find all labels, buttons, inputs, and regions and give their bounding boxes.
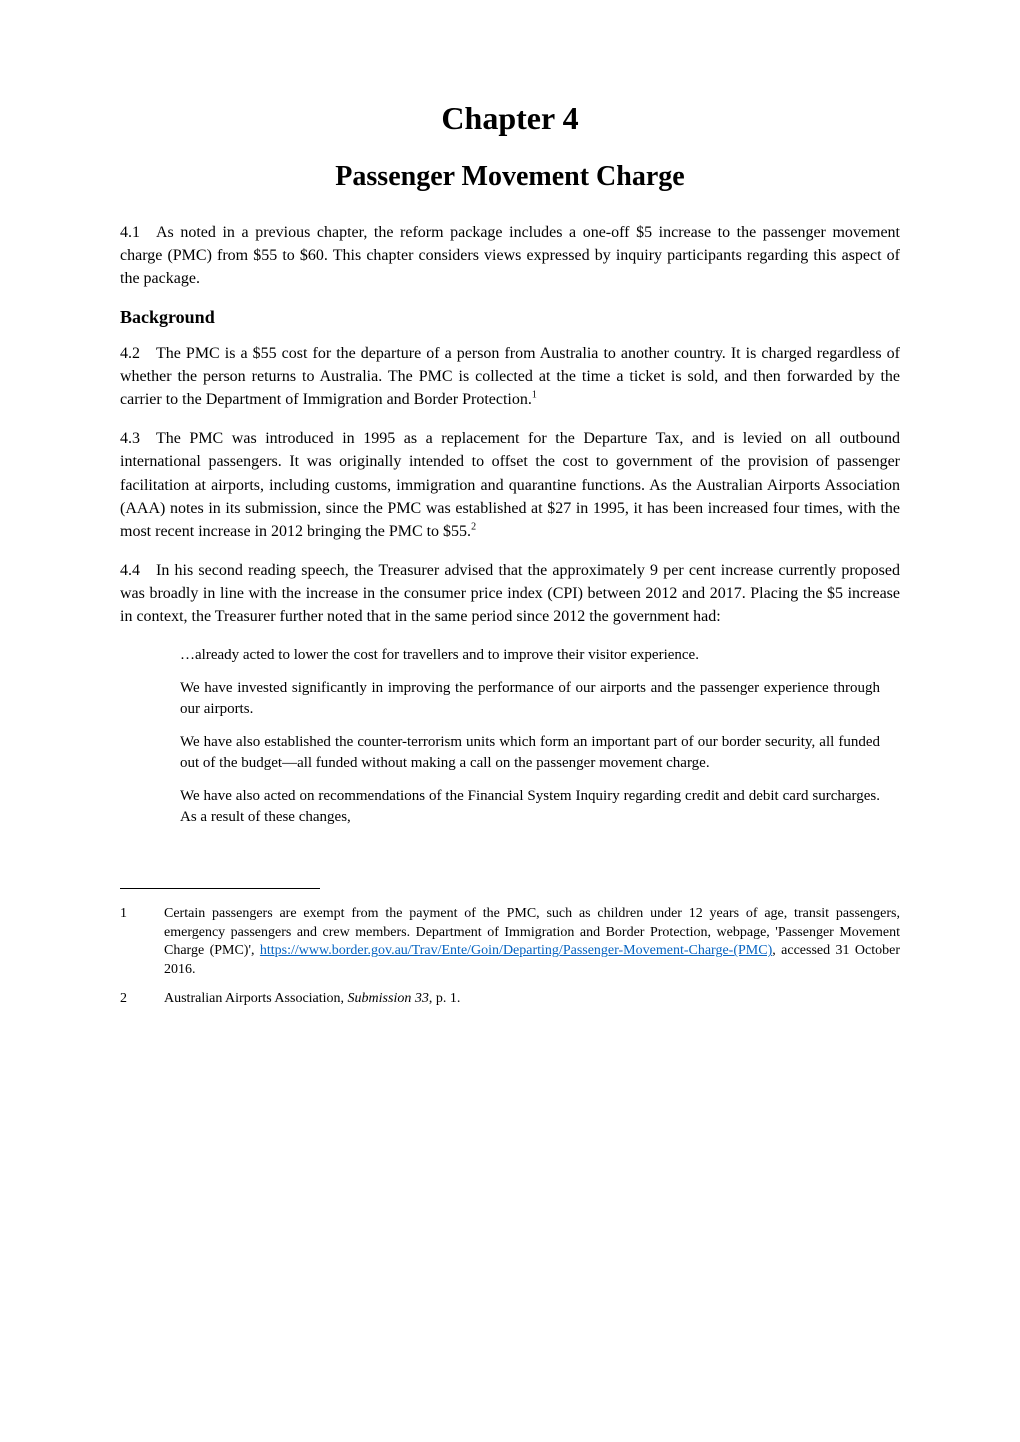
chapter-number: Chapter 4 (120, 100, 900, 137)
footnote-2-text-post: , p. 1. (429, 991, 461, 1006)
footnote-1-number: 1 (120, 905, 164, 981)
paragraph-4-2: 4.2 The PMC is a $55 cost for the depart… (120, 342, 900, 412)
footnote-divider (120, 888, 320, 889)
quote-para-2: We have invested significantly in improv… (180, 678, 880, 720)
quote-para-1: …already acted to lower the cost for tra… (180, 645, 880, 666)
footnote-1: 1 Certain passengers are exempt from the… (120, 905, 900, 981)
footnote-2-text: Australian Airports Association, Submiss… (164, 990, 900, 1009)
paragraph-4-1: 4.1 As noted in a previous chapter, the … (120, 221, 900, 291)
footnote-1-text: Certain passengers are exempt from the p… (164, 905, 900, 981)
document-page: Chapter 4 Passenger Movement Charge 4.1 … (0, 0, 1020, 1079)
footnote-2-text-pre: Australian Airports Association, (164, 991, 348, 1006)
quote-para-3: We have also established the counter-ter… (180, 732, 880, 774)
footnote-ref-1: 1 (532, 390, 537, 401)
footnote-1-link[interactable]: https://www.border.gov.au/Trav/Ente/Goin… (260, 943, 772, 958)
paragraph-4-3: 4.3 The PMC was introduced in 1995 as a … (120, 427, 900, 543)
chapter-title: Passenger Movement Charge (120, 161, 900, 193)
footnote-2-number: 2 (120, 990, 164, 1009)
quote-para-4: We have also acted on recommendations of… (180, 786, 880, 828)
footnote-2: 2 Australian Airports Association, Submi… (120, 990, 900, 1009)
paragraph-4-2-text: 4.2 The PMC is a $55 cost for the depart… (120, 345, 900, 408)
footnote-ref-2: 2 (471, 522, 476, 533)
quote-block: …already acted to lower the cost for tra… (180, 645, 880, 828)
footnotes: 1 Certain passengers are exempt from the… (120, 905, 900, 1009)
section-heading-background: Background (120, 307, 900, 328)
paragraph-4-4: 4.4 In his second reading speech, the Tr… (120, 559, 900, 629)
paragraph-4-3-text: 4.3 The PMC was introduced in 1995 as a … (120, 430, 900, 540)
footnote-2-emphasis: Submission 33 (348, 991, 429, 1006)
